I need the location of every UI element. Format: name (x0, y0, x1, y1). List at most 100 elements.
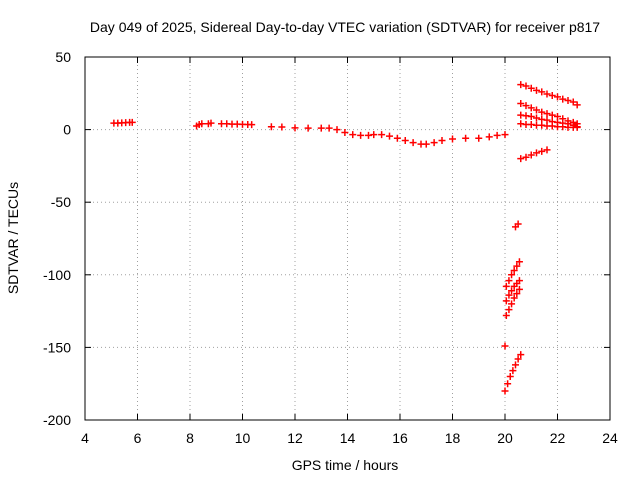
data-points (110, 81, 581, 395)
x-tick-label: 22 (550, 430, 566, 446)
axis-ticks (84, 56, 611, 421)
data-point (409, 139, 417, 147)
grid-lines (85, 57, 610, 420)
data-point (378, 131, 386, 139)
data-point (569, 98, 577, 106)
data-point (317, 124, 325, 132)
data-point (543, 110, 551, 118)
series-seg8 (502, 285, 523, 319)
data-point (370, 131, 378, 139)
series-seg11 (501, 342, 509, 350)
data-point (533, 106, 540, 114)
data-point (475, 134, 483, 142)
data-point (128, 118, 136, 126)
data-point (543, 146, 551, 154)
series-seg7 (501, 351, 525, 395)
x-tick-label: 4 (81, 430, 89, 446)
series-seg3 (218, 120, 256, 129)
x-tick-label: 20 (497, 430, 513, 446)
data-point (438, 136, 446, 144)
series-seg10 (502, 258, 523, 290)
data-point (522, 82, 530, 90)
series-seg5 (378, 131, 425, 148)
data-point (422, 140, 430, 148)
data-point (505, 277, 513, 285)
data-point (514, 355, 522, 363)
series-seg16 (517, 120, 581, 131)
data-point (559, 95, 567, 103)
series-seg4 (267, 123, 378, 139)
series-seg1 (110, 118, 136, 127)
data-point (325, 124, 333, 132)
data-point (291, 124, 299, 132)
data-point (333, 126, 341, 134)
x-tick-label: 16 (392, 430, 408, 446)
data-point (538, 108, 546, 116)
data-point (510, 294, 518, 302)
data-point (502, 297, 510, 305)
data-point (517, 81, 525, 89)
data-point (449, 135, 456, 143)
data-point (386, 132, 393, 140)
y-tick-label: -100 (43, 267, 71, 283)
series-seg17 (517, 146, 551, 163)
data-point (401, 136, 409, 144)
data-point (515, 258, 523, 266)
x-tick-label: 8 (186, 430, 194, 446)
data-point (543, 90, 551, 98)
series-seg12 (512, 220, 522, 231)
data-point (533, 114, 540, 122)
data-point (509, 367, 517, 375)
chart-title: Day 049 of 2025, Sidereal Day-to-day VTE… (90, 19, 600, 35)
data-point (504, 380, 512, 388)
data-point (538, 88, 546, 96)
data-point (501, 131, 509, 139)
data-point (538, 147, 546, 155)
series-seg6 (422, 131, 509, 148)
x-tick-label: 18 (445, 430, 461, 446)
data-point (493, 131, 501, 139)
data-point (522, 153, 530, 161)
x-tick-labels: 4 6 8 10 12 14 16 18 20 22 24 (81, 430, 618, 446)
data-point (513, 290, 521, 298)
data-point (393, 134, 401, 142)
data-point (533, 149, 540, 157)
x-tick-label: 10 (235, 430, 251, 446)
data-point (533, 86, 540, 94)
data-point (527, 113, 535, 121)
y-tick-labels: -200 -150 -100 -50 0 50 (43, 49, 71, 428)
series-seg14 (517, 99, 581, 128)
data-point (515, 277, 523, 285)
y-tick-label: 50 (55, 49, 71, 65)
data-point (248, 121, 256, 129)
x-tick-label: 12 (287, 430, 303, 446)
data-point (573, 123, 581, 131)
data-point (502, 311, 510, 319)
data-point (198, 120, 206, 128)
data-point (548, 111, 556, 119)
y-axis-label: SDTVAR / TECUs (5, 182, 21, 294)
data-point (502, 282, 510, 290)
series-seg9 (502, 277, 523, 305)
data-point (517, 351, 525, 359)
data-point (517, 99, 525, 107)
y-tick-label: 0 (63, 122, 71, 138)
data-point (508, 287, 516, 295)
data-point (573, 101, 581, 109)
data-point (501, 342, 509, 350)
data-point (349, 131, 357, 139)
data-point (548, 91, 556, 99)
data-point (462, 134, 470, 142)
x-axis-label: GPS time / hours (292, 457, 399, 473)
data-point (501, 387, 509, 395)
y-tick-label: -150 (43, 339, 71, 355)
series-seg13 (517, 81, 581, 109)
data-point (517, 155, 525, 163)
series-seg2 (193, 119, 215, 130)
data-point (554, 93, 561, 101)
x-tick-label: 24 (602, 430, 618, 446)
data-point (505, 291, 513, 299)
data-point (278, 123, 286, 131)
y-tick-label: -200 (43, 412, 71, 428)
